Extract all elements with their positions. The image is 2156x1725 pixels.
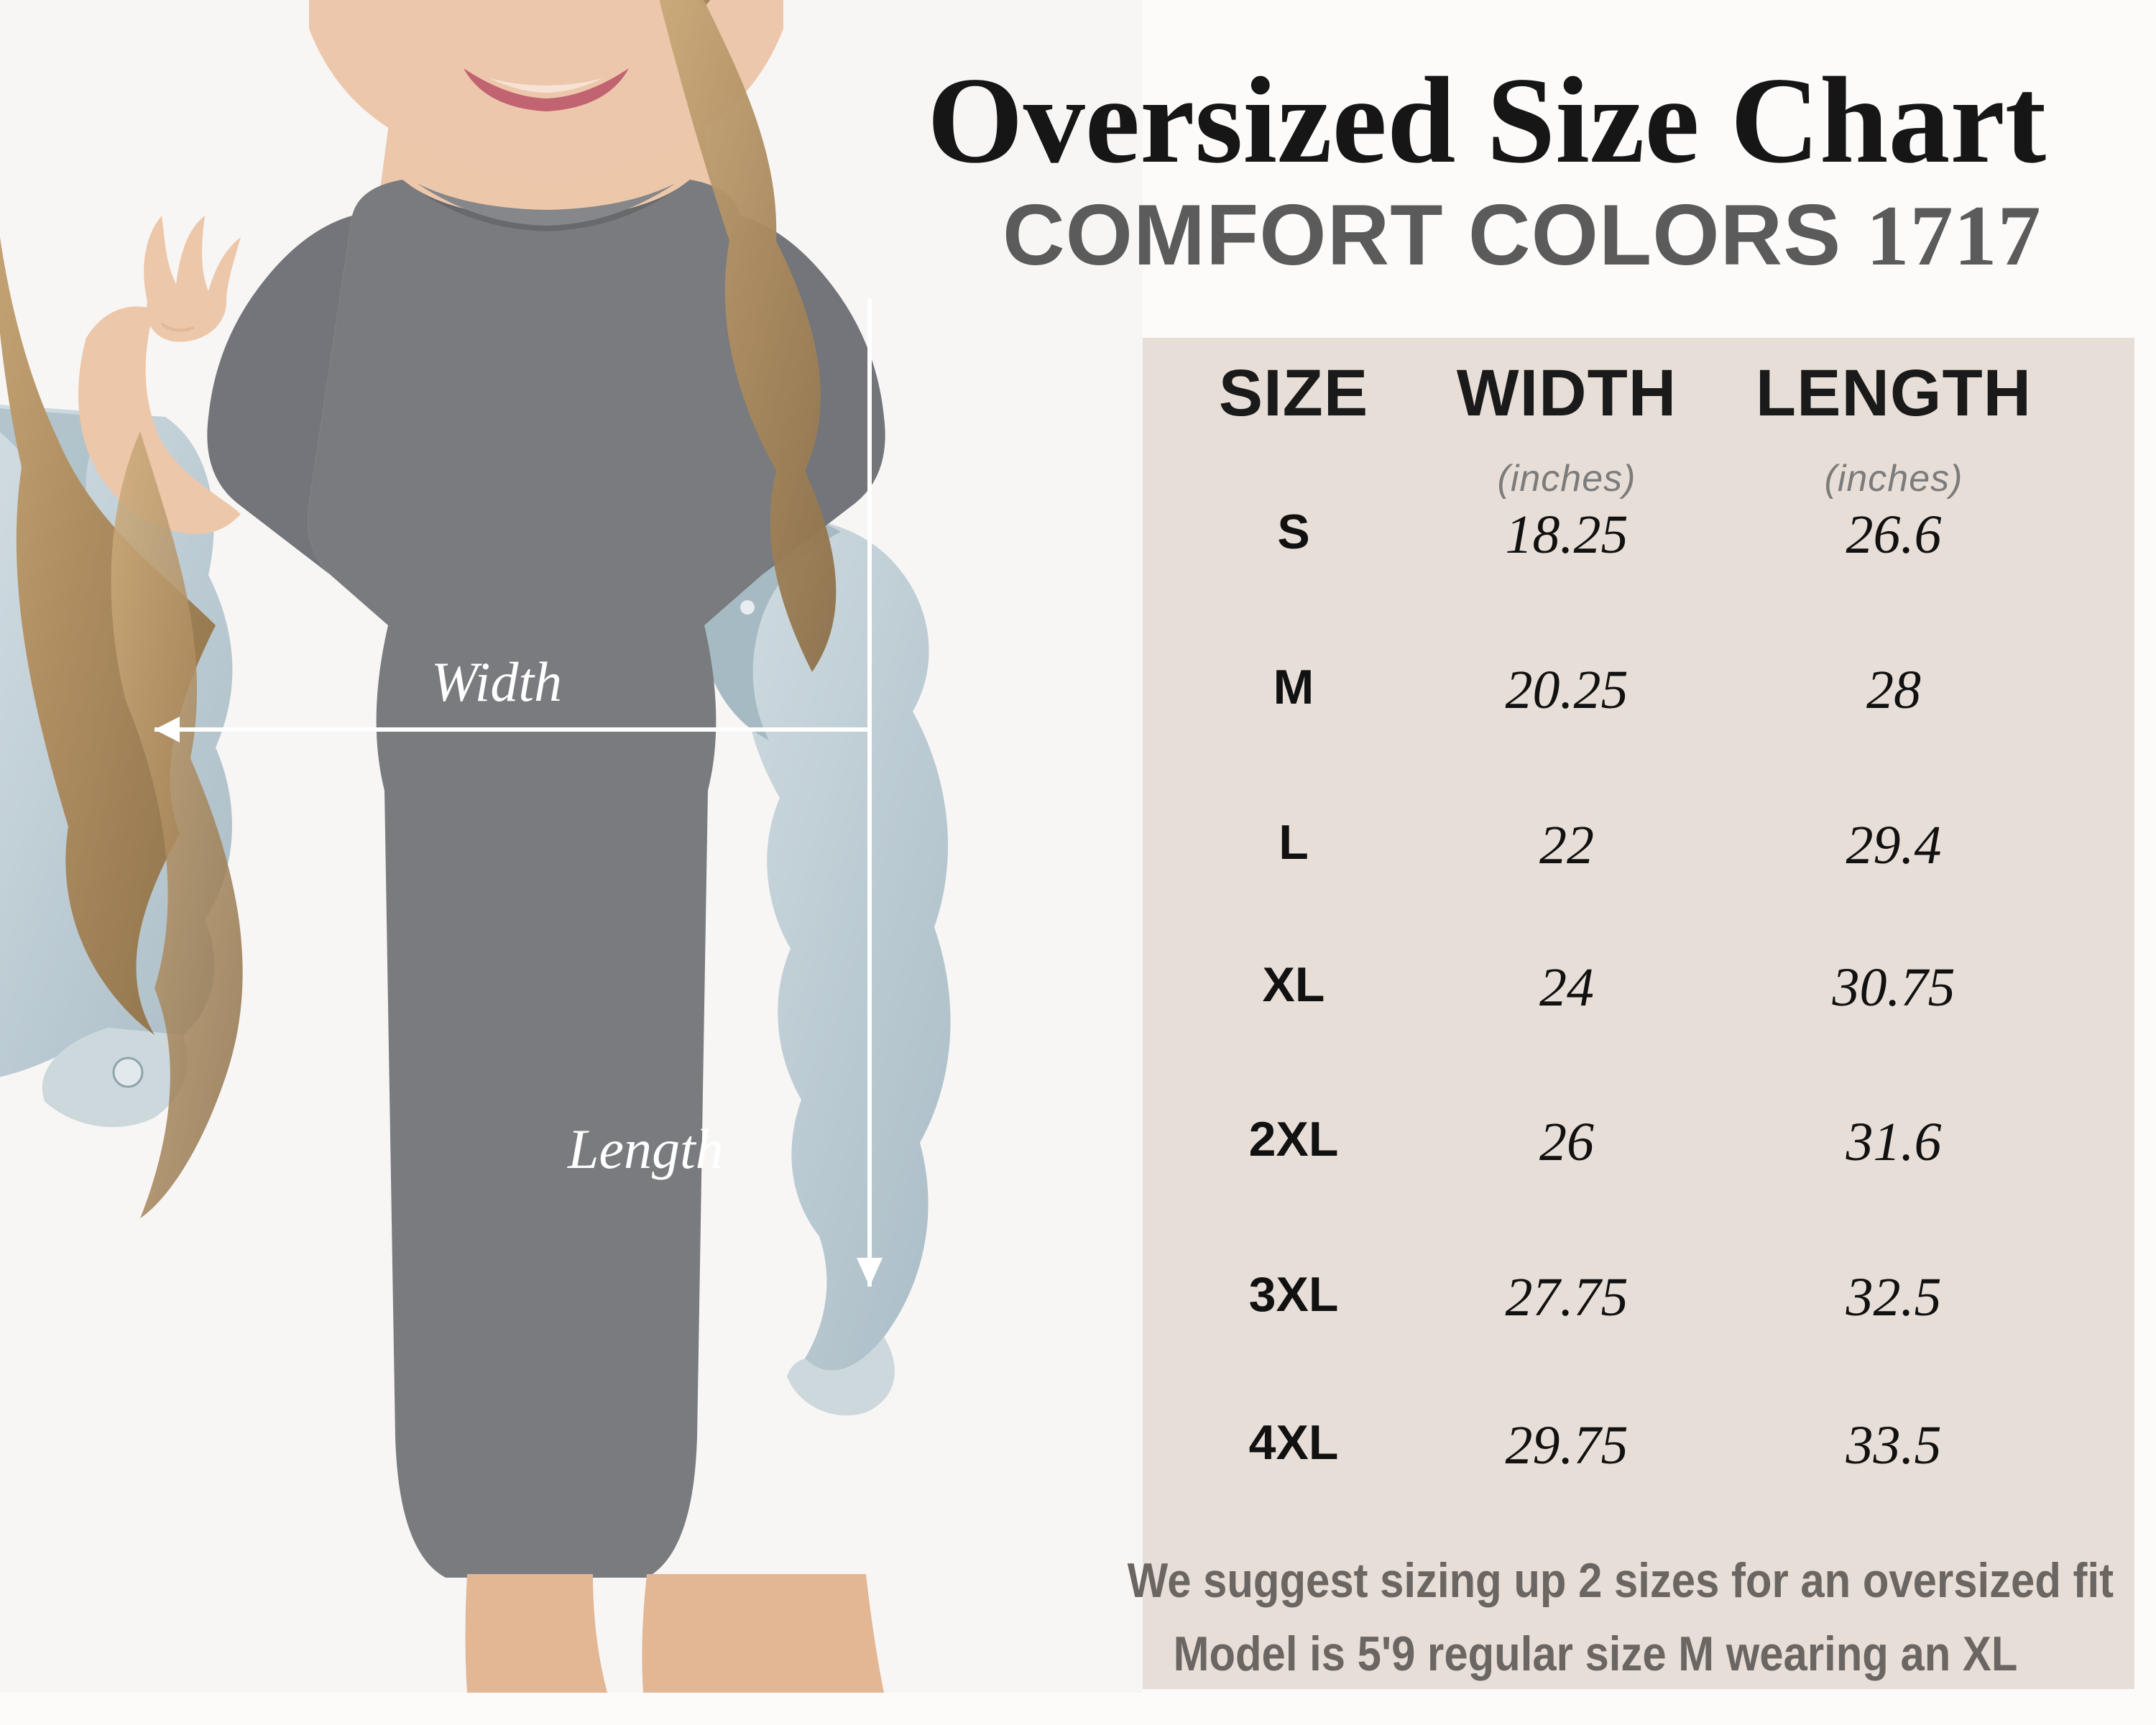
svg-text:Length: Length	[567, 1118, 724, 1180]
svg-text:Width: Width	[431, 650, 562, 713]
